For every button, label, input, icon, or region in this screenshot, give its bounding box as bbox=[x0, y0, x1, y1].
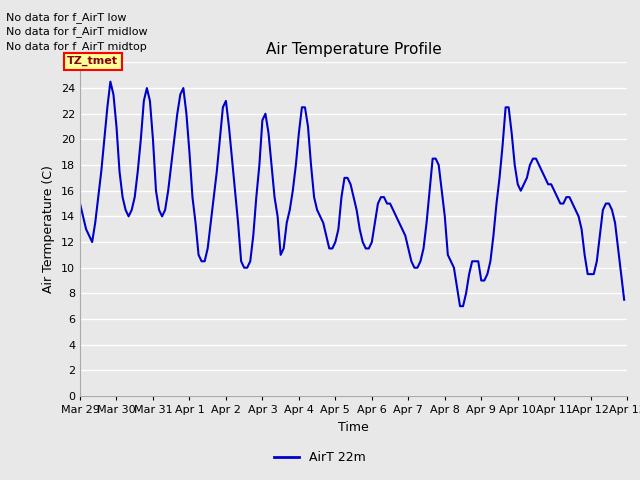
Y-axis label: Air Termperature (C): Air Termperature (C) bbox=[42, 165, 55, 293]
Text: TZ_tmet: TZ_tmet bbox=[67, 56, 118, 66]
Text: No data for f_AirT midtop: No data for f_AirT midtop bbox=[6, 41, 147, 52]
Text: No data for f_AirT low: No data for f_AirT low bbox=[6, 12, 127, 23]
Title: Air Temperature Profile: Air Temperature Profile bbox=[266, 42, 442, 57]
Text: No data for f_AirT midlow: No data for f_AirT midlow bbox=[6, 26, 148, 37]
X-axis label: Time: Time bbox=[338, 420, 369, 433]
Legend: AirT 22m: AirT 22m bbox=[269, 446, 371, 469]
